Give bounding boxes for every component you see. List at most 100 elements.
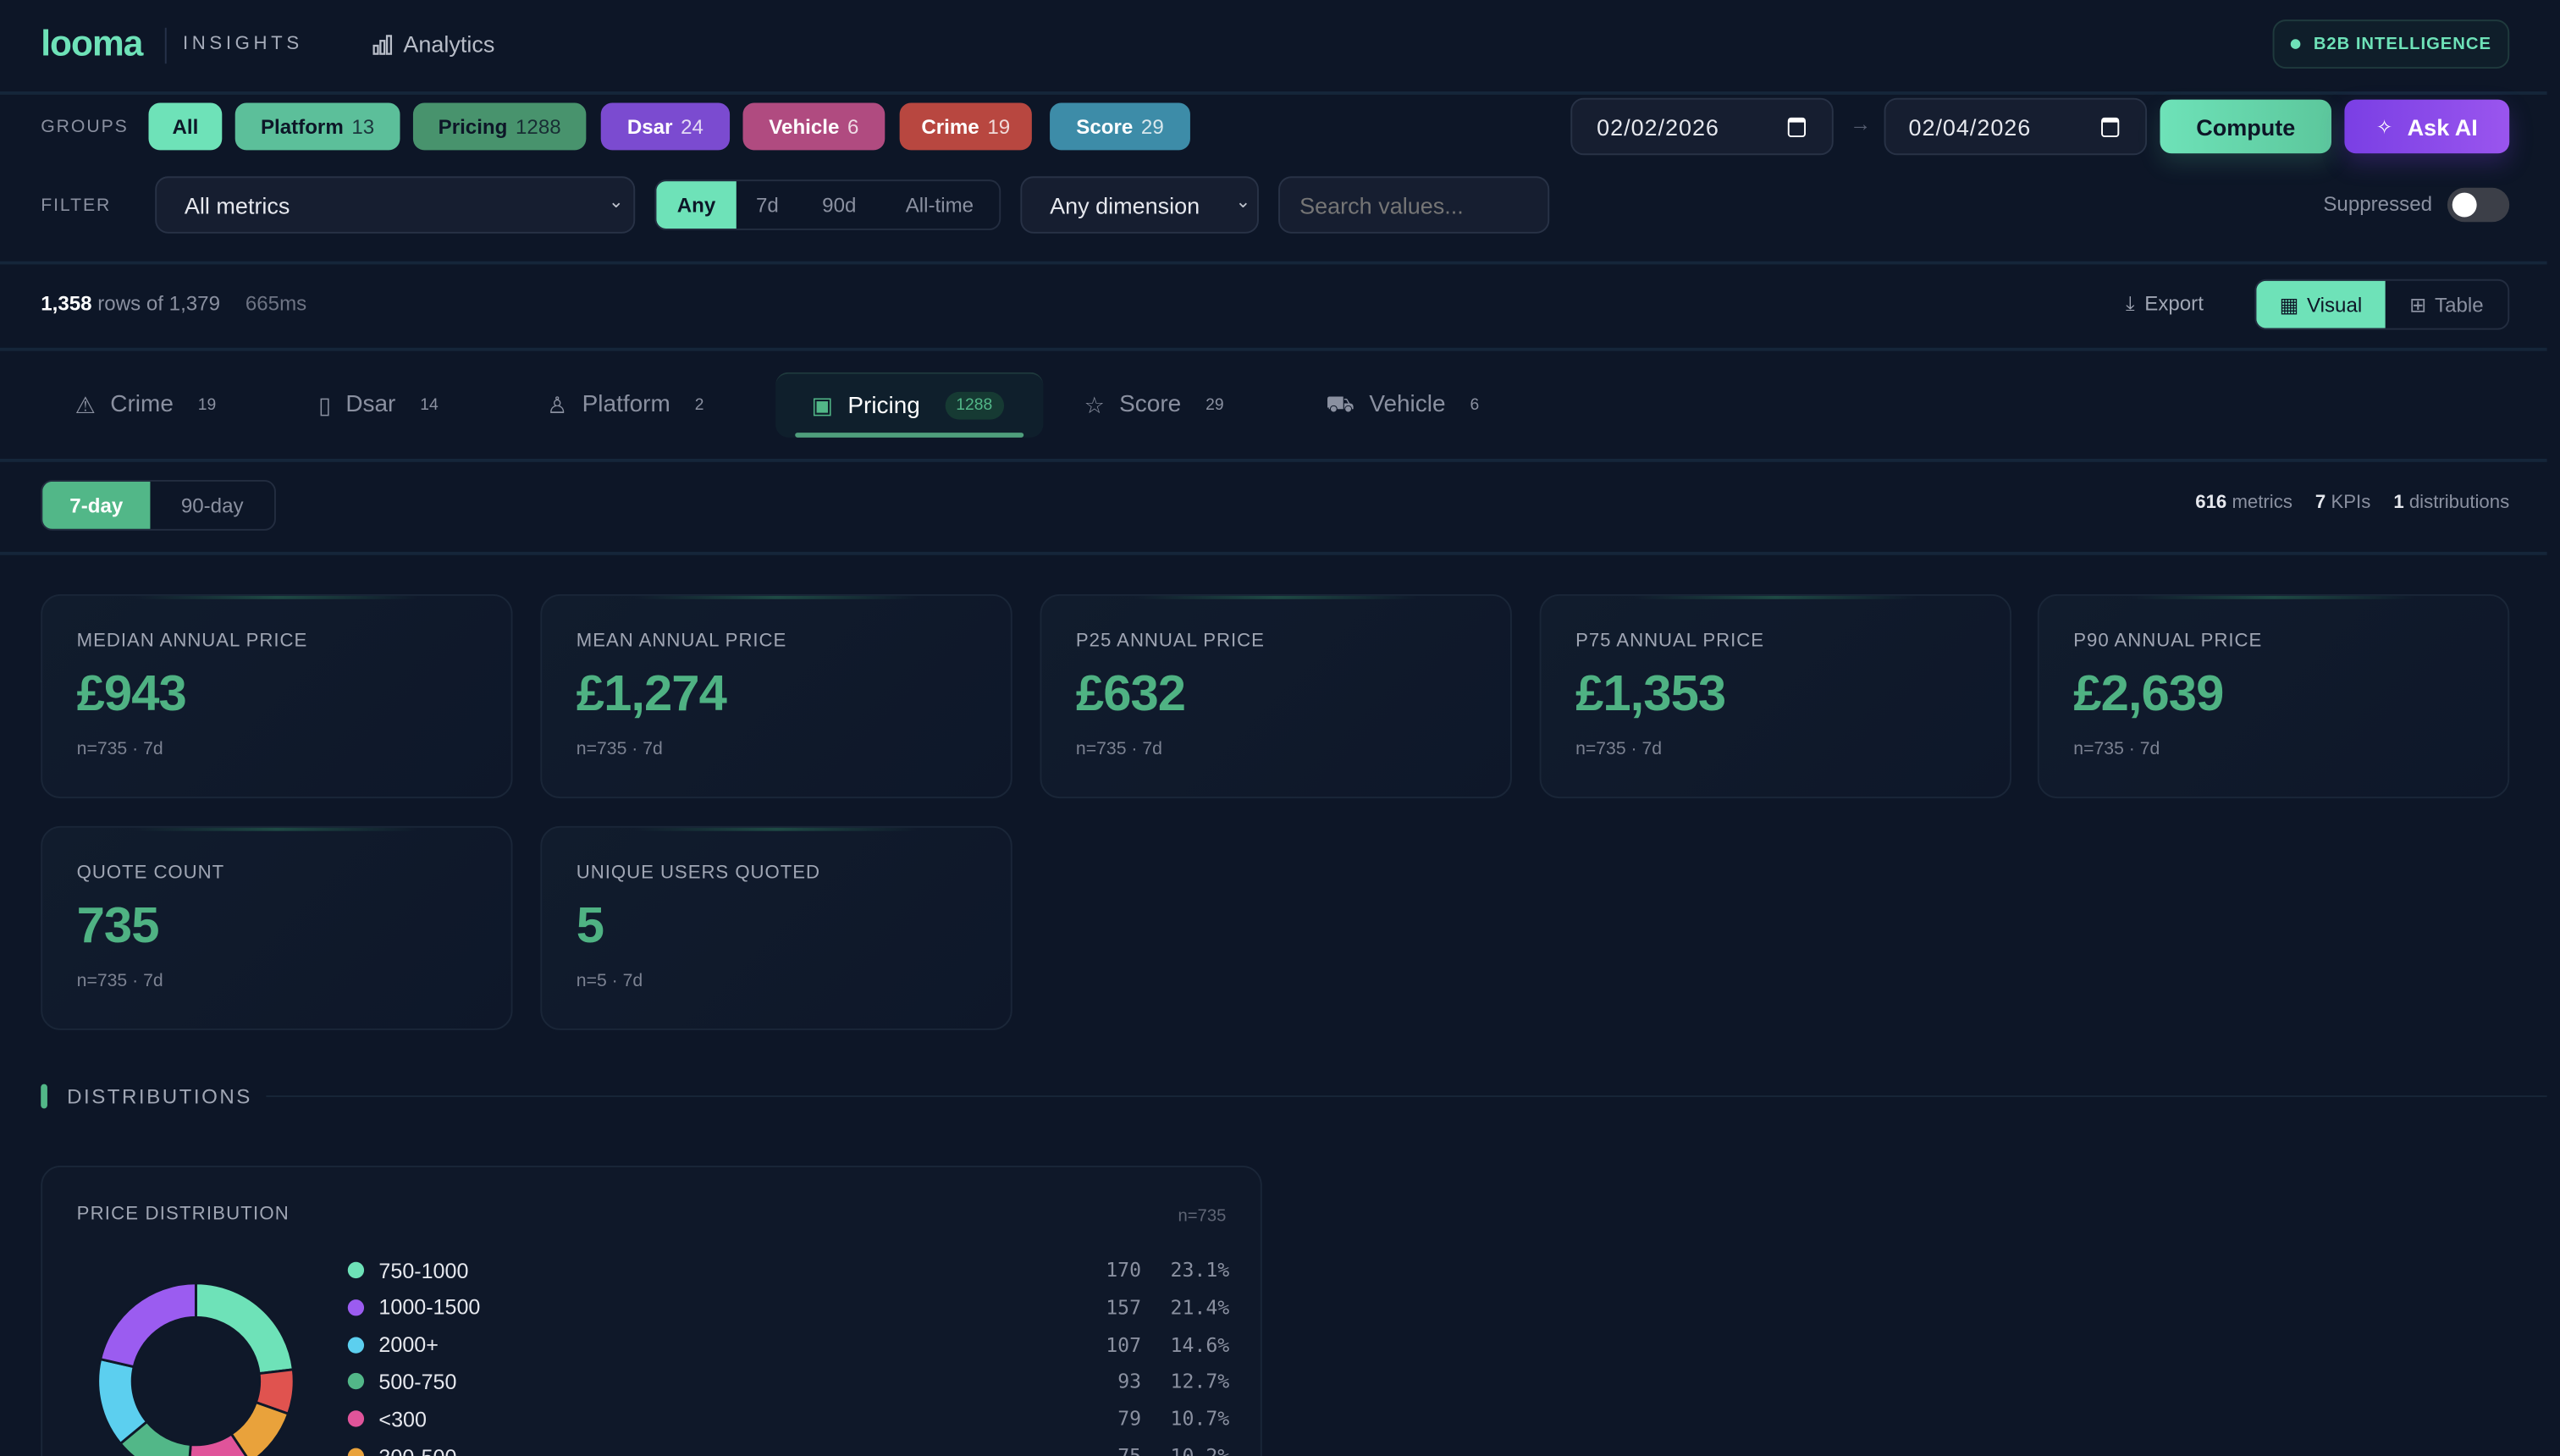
legend-pct: 10.7% bbox=[1170, 1407, 1230, 1431]
divider bbox=[164, 27, 167, 64]
window-90-day[interactable]: 90-day bbox=[180, 494, 244, 517]
view-table[interactable]: ⊞ Table bbox=[2386, 281, 2508, 328]
tab-count: 29 bbox=[1206, 395, 1224, 414]
legend-count: 75 bbox=[1117, 1445, 1141, 1456]
dimension-select[interactable]: Any dimension ⌄ bbox=[1020, 176, 1259, 234]
donut-slice bbox=[98, 1282, 197, 1369]
group-chip-count: 13 bbox=[351, 114, 375, 138]
legend-pct: 23.1% bbox=[1170, 1258, 1230, 1282]
kpi-card: QUOTE COUNT 735 n=735 · 7d bbox=[41, 825, 513, 1030]
donut-slice bbox=[229, 1400, 290, 1456]
legend-pct: 10.2% bbox=[1171, 1445, 1230, 1456]
tab-dsar[interactable]: ▯ Dsar 14 bbox=[318, 372, 439, 438]
group-chip-count: 29 bbox=[1140, 114, 1164, 138]
compute-button[interactable]: Compute bbox=[2160, 99, 2331, 154]
period-any[interactable]: Any bbox=[656, 181, 737, 229]
legend-label: 500-750 bbox=[378, 1369, 457, 1394]
kpi-title: QUOTE COUNT bbox=[76, 863, 225, 884]
kpi-title: P25 ANNUAL PRICE bbox=[1075, 631, 1265, 652]
sparkle-icon: ✧ bbox=[2375, 114, 2393, 138]
nav-analytics[interactable]: Analytics bbox=[372, 31, 494, 57]
legend-label: 2000+ bbox=[378, 1332, 439, 1357]
group-chip-label: Crime bbox=[921, 114, 979, 138]
export-button[interactable]: ⤓ Export bbox=[2126, 292, 2204, 317]
group-chip-crime[interactable]: Crime 19 bbox=[899, 102, 1032, 151]
row-count-suffix: rows of 1,379 bbox=[97, 292, 220, 316]
legend-swatch bbox=[347, 1373, 365, 1390]
kpi-value: 735 bbox=[76, 896, 160, 954]
date-to-input[interactable]: 02/04/2026 bbox=[1884, 97, 2148, 156]
kpi-subtext: n=735 · 7d bbox=[76, 739, 163, 759]
chart-n: n=735 bbox=[1178, 1206, 1227, 1227]
logo[interactable]: looma bbox=[41, 22, 143, 64]
legend-count: 79 bbox=[1117, 1407, 1142, 1431]
suppressed-toggle[interactable] bbox=[2447, 187, 2510, 223]
date-from-value: 02/02/2026 bbox=[1597, 113, 1719, 140]
period-7d[interactable]: 7d bbox=[756, 193, 779, 217]
kpi-subtext: n=5 · 7d bbox=[576, 971, 643, 991]
tab-pricing[interactable]: ▣ Pricing 1288 bbox=[775, 372, 1044, 438]
group-chip-label: Score bbox=[1076, 114, 1134, 138]
tab-label: Pricing bbox=[847, 392, 920, 419]
groups-label: GROUPS bbox=[41, 117, 129, 137]
ask-ai-button[interactable]: ✧ Ask AI bbox=[2344, 99, 2510, 154]
distributions-label: distributions bbox=[2408, 493, 2510, 513]
legend-swatch bbox=[347, 1410, 365, 1427]
tab-label: Crime bbox=[110, 391, 174, 418]
window-toggle: 7-day 90-day bbox=[41, 479, 276, 531]
kpi-card: P90 ANNUAL PRICE £2,639 n=735 · 7d bbox=[2037, 593, 2510, 799]
legend-swatch bbox=[347, 1336, 365, 1354]
tab-score[interactable]: ☆ Score 29 bbox=[1084, 372, 1224, 438]
row-count: 1,358 rows of 1,379 665ms bbox=[41, 292, 306, 315]
period-90d[interactable]: 90d bbox=[822, 193, 857, 217]
search-values-input[interactable] bbox=[1278, 176, 1550, 234]
b2b-badge: B2B INTELLIGENCE bbox=[2272, 19, 2510, 69]
metric-select[interactable]: All metrics ⌄ bbox=[155, 176, 636, 234]
badge-label: B2B INTELLIGENCE bbox=[2313, 34, 2491, 54]
kpis-count: 7 bbox=[2314, 493, 2326, 513]
tab-label: Score bbox=[1119, 391, 1182, 418]
tab-label: Vehicle bbox=[1369, 391, 1446, 418]
divider bbox=[0, 91, 2547, 95]
group-chip-label: Vehicle bbox=[769, 114, 840, 138]
table-icon: ⊞ bbox=[2409, 294, 2427, 317]
tab-crime[interactable]: ⚠ Crime 19 bbox=[75, 372, 217, 438]
arrow-right-icon: → bbox=[1850, 111, 1872, 136]
product-label: INSIGHTS bbox=[182, 34, 303, 54]
kpis-label: KPIs bbox=[2331, 493, 2371, 513]
kpi-value: £1,274 bbox=[576, 664, 727, 722]
tab-count: 19 bbox=[197, 395, 217, 414]
group-chip-dsar[interactable]: Dsar 24 bbox=[600, 102, 731, 151]
period-all-time[interactable]: All-time bbox=[905, 193, 974, 217]
kpi-card: P75 ANNUAL PRICE £1,353 n=735 · 7d bbox=[1539, 593, 2011, 799]
group-chip-platform[interactable]: Platform 13 bbox=[234, 102, 400, 151]
group-chip-all[interactable]: All bbox=[148, 102, 223, 151]
view-visual-label: Visual bbox=[2307, 293, 2363, 317]
tab-platform[interactable]: ♙ Platform 2 bbox=[547, 372, 703, 438]
tab-count: 2 bbox=[694, 395, 704, 414]
banknote-icon: ▣ bbox=[811, 391, 834, 418]
calendar-icon[interactable] bbox=[2101, 117, 2120, 137]
date-from-input[interactable]: 02/02/2026 bbox=[1570, 97, 1834, 156]
donut-slice bbox=[188, 1432, 248, 1456]
tab-vehicle[interactable]: ⛟ Vehicle 6 bbox=[1326, 372, 1479, 438]
divider bbox=[0, 458, 2547, 462]
view-visual[interactable]: ▦ Visual bbox=[2256, 280, 2386, 328]
group-chip-pricing[interactable]: Pricing 1288 bbox=[412, 102, 587, 151]
kpi-value: £2,639 bbox=[2073, 664, 2224, 722]
metric-select-value: All metrics bbox=[184, 191, 290, 218]
user-icon: ♙ bbox=[547, 390, 568, 417]
window-7-day[interactable]: 7-day bbox=[42, 481, 151, 529]
legend-label: 300-500 bbox=[378, 1444, 456, 1456]
period-toggle: Any 7d 90d All-time bbox=[654, 179, 1001, 230]
kpi-subtext: n=735 · 7d bbox=[76, 971, 163, 991]
group-chip-vehicle[interactable]: Vehicle 6 bbox=[742, 102, 886, 151]
donut-slice bbox=[194, 1282, 295, 1376]
download-icon: ⤓ bbox=[2125, 292, 2135, 316]
calendar-icon[interactable] bbox=[1787, 117, 1806, 137]
legend-row: 500-750 93 12.7% bbox=[347, 1367, 1230, 1397]
legend-pct: 12.7% bbox=[1170, 1370, 1230, 1393]
filter-label: FILTER bbox=[41, 196, 112, 216]
toggle-knob bbox=[2452, 192, 2477, 218]
group-chip-score[interactable]: Score 29 bbox=[1050, 102, 1190, 151]
